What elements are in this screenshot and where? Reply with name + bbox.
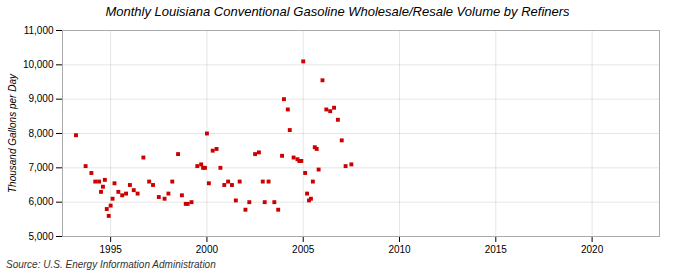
svg-text:2000: 2000 xyxy=(196,244,219,255)
svg-text:5,000: 5,000 xyxy=(28,231,53,242)
svg-text:11,000: 11,000 xyxy=(24,25,54,36)
svg-text:7,000: 7,000 xyxy=(28,162,53,173)
html-text:Monthly Louisiana Conventional: Monthly Louisiana Conventional Gasoline … xyxy=(105,4,570,19)
svg-text:2005: 2005 xyxy=(292,244,315,255)
svg-text:2020: 2020 xyxy=(581,244,604,255)
svg-text:6,000: 6,000 xyxy=(28,196,53,207)
svg-text:2010: 2010 xyxy=(388,244,411,255)
svg-text:1995: 1995 xyxy=(100,244,123,255)
svg-text:8,000: 8,000 xyxy=(28,128,53,139)
svg-text:Thousand Gallons per Day: Thousand Gallons per Day xyxy=(7,73,18,193)
html-text:Source: U.S. Energy Informatio: Source: U.S. Energy Information Administ… xyxy=(6,259,216,270)
svg-text:9,000: 9,000 xyxy=(28,93,53,104)
svg-text:2015: 2015 xyxy=(485,244,508,255)
svg-text:10,000: 10,000 xyxy=(23,59,54,70)
